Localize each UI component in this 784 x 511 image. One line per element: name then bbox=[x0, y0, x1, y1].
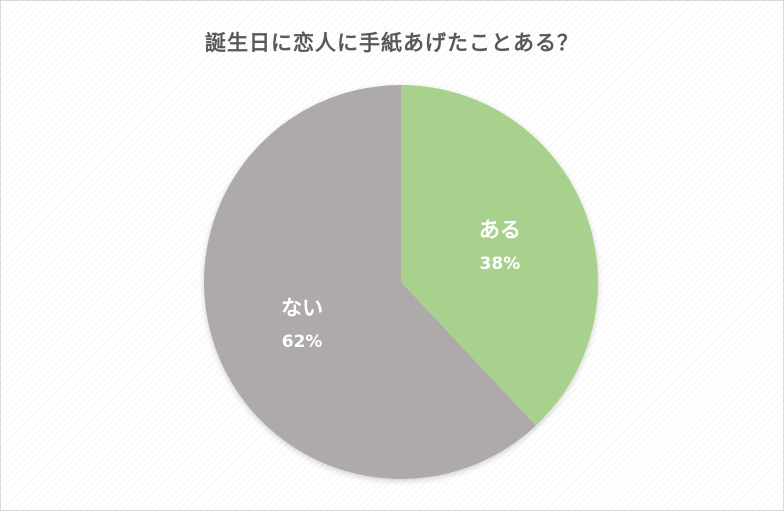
slice-category-label: ある bbox=[479, 218, 521, 242]
slice-percent-label: 62% bbox=[282, 332, 323, 352]
pie-slice-aru bbox=[401, 85, 598, 426]
slice-category-label: ない bbox=[281, 296, 323, 320]
pie-slice-nai bbox=[203, 85, 536, 479]
chart-title: 誕生日に恋人に手紙あげたことある？ bbox=[205, 31, 579, 55]
slice-percent-label: 38% bbox=[480, 254, 521, 274]
